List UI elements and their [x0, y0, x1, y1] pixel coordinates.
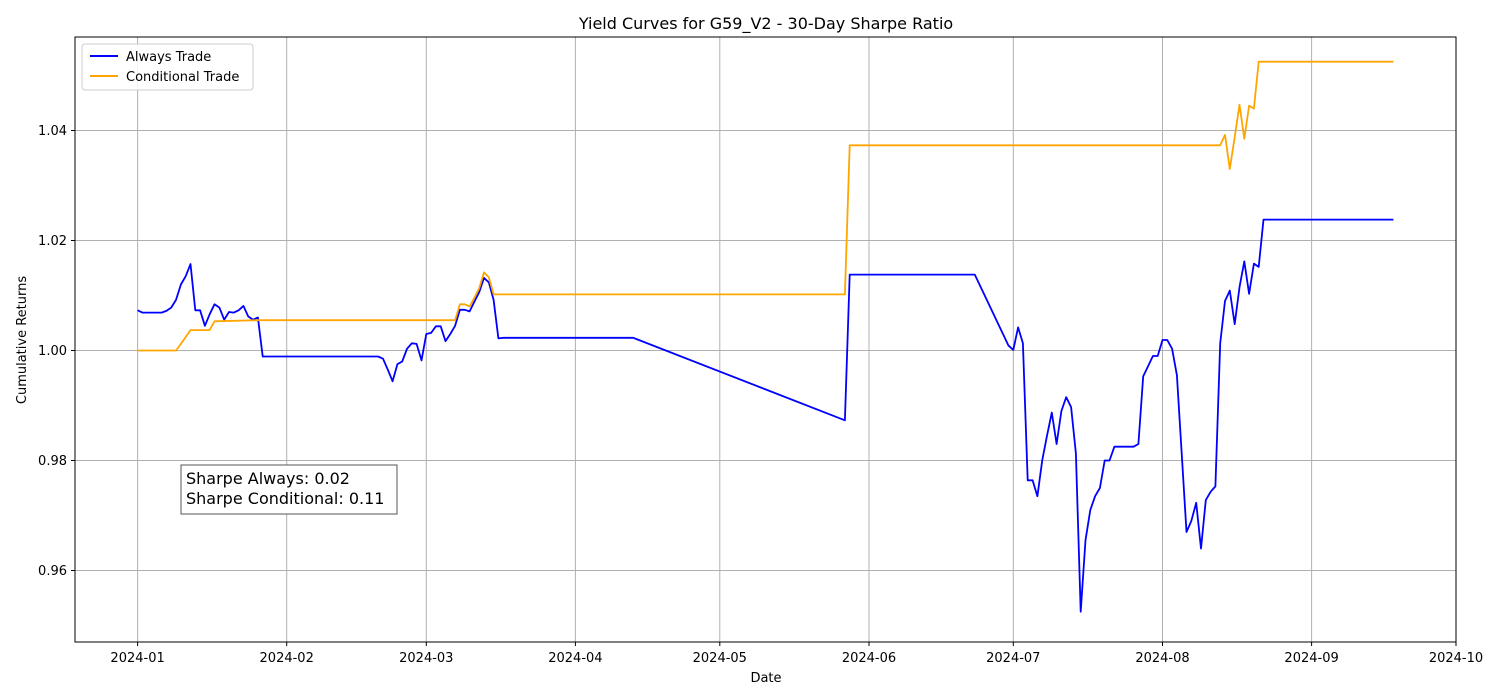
- x-tick-label: 2024-01: [110, 651, 164, 666]
- y-tick-label: 1.02: [38, 234, 67, 249]
- x-tick-label: 2024-04: [548, 651, 602, 666]
- x-tick-label: 2024-02: [260, 651, 314, 666]
- y-tick-label: 0.98: [38, 454, 67, 469]
- y-axis-label: Cumulative Returns: [15, 276, 30, 404]
- x-tick-label: 2024-10: [1429, 651, 1483, 666]
- x-tick-label: 2024-08: [1135, 651, 1189, 666]
- series-line-always-trade: [137, 218, 1394, 613]
- sharpe-annotation: Sharpe Always: 0.02 Sharpe Conditional: …: [180, 464, 398, 515]
- series-line-conditional-trade: [137, 60, 1394, 352]
- legend-box: [81, 43, 254, 91]
- plot-frame: [74, 36, 1457, 643]
- y-tick-label: 1.00: [38, 344, 67, 359]
- legend-label-conditional-trade: Conditional Trade: [126, 70, 239, 85]
- annotation-box: [180, 464, 398, 515]
- x-tick-label: 2024-09: [1284, 651, 1338, 666]
- series-layer: [137, 60, 1394, 613]
- legend: Always Trade Conditional Trade: [81, 43, 254, 91]
- annotation-sharpe-conditional: Sharpe Conditional: 0.11: [186, 489, 384, 508]
- legend-label-always-trade: Always Trade: [126, 50, 211, 65]
- chart-title: Yield Curves for G59_V2 - 30-Day Sharpe …: [578, 14, 953, 34]
- x-axis-label: Date: [750, 671, 781, 686]
- x-tick-label: 2024-03: [399, 651, 453, 666]
- tick-layer: 2024-01 2024-02 2024-03 2024-04 2024-05 2024-…: [38, 124, 1483, 666]
- x-tick-label: 2024-05: [693, 651, 747, 666]
- x-tick-label: 2024-06: [842, 651, 896, 666]
- annotation-sharpe-always: Sharpe Always: 0.02: [186, 469, 350, 488]
- y-tick-label: 0.96: [38, 564, 67, 579]
- y-tick-label: 1.04: [38, 124, 67, 139]
- x-tick-label: 2024-07: [986, 651, 1040, 666]
